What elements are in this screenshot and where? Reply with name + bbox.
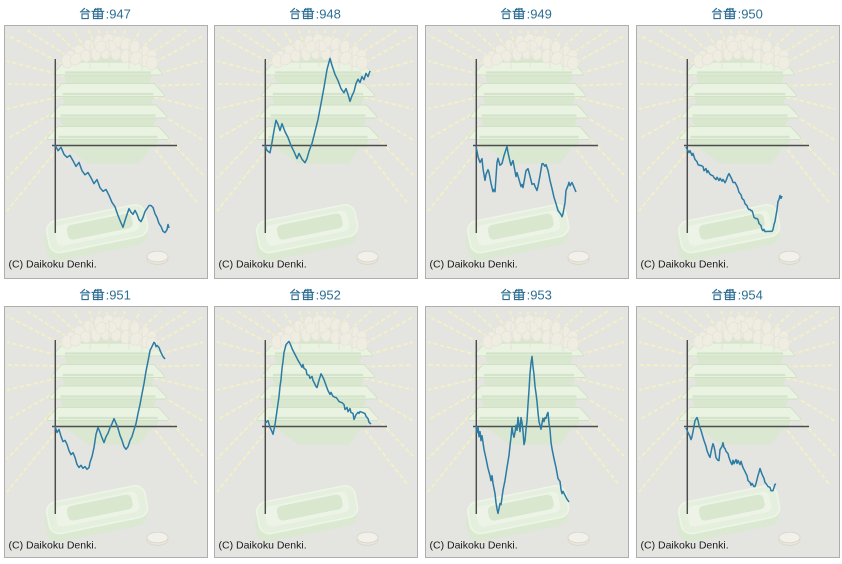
svg-text:(C) Daikoku Denki.: (C) Daikoku Denki. — [641, 259, 729, 271]
svg-text::951: :951 — [106, 287, 131, 302]
svg-text:(C) Daikoku Denki.: (C) Daikoku Denki. — [430, 259, 518, 271]
svg-text::954: :954 — [738, 287, 763, 302]
svg-text::950: :950 — [738, 6, 763, 21]
svg-text::948: :948 — [316, 6, 341, 21]
svg-text:(C) Daikoku Denki.: (C) Daikoku Denki. — [641, 540, 729, 552]
svg-text::949: :949 — [527, 6, 552, 21]
svg-text:(C) Daikoku Denki.: (C) Daikoku Denki. — [219, 259, 307, 271]
svg-text:(C) Daikoku Denki.: (C) Daikoku Denki. — [430, 540, 518, 552]
svg-text::947: :947 — [106, 6, 131, 21]
svg-text:(C) Daikoku Denki.: (C) Daikoku Denki. — [219, 540, 307, 552]
svg-text::953: :953 — [527, 287, 552, 302]
svg-text::952: :952 — [316, 287, 341, 302]
svg-text:(C) Daikoku Denki.: (C) Daikoku Denki. — [9, 540, 97, 552]
svg-text:(C) Daikoku Denki.: (C) Daikoku Denki. — [9, 259, 97, 271]
